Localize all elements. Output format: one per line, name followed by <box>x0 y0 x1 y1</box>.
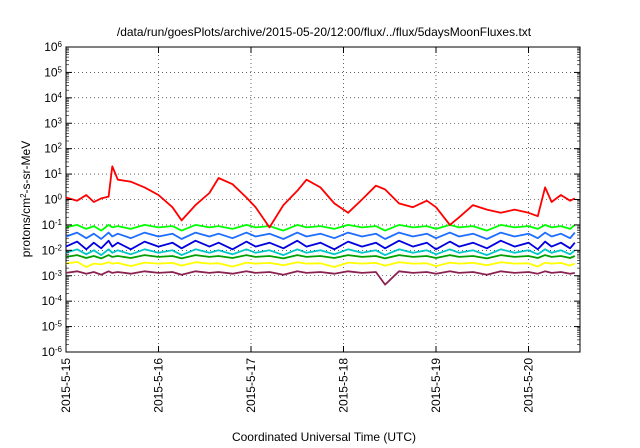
y-tick-base: 10 <box>42 345 56 359</box>
y-axis-label: protons/cm2-s-sr-MeV <box>19 141 34 257</box>
y-tick-label: 101 <box>44 167 62 182</box>
y-tick-base: 10 <box>44 65 58 79</box>
y-tick-base: 10 <box>42 243 56 257</box>
y-label-exponent: 2 <box>19 193 28 198</box>
y-tick-base: 10 <box>44 91 58 105</box>
y-tick-label: 10-2 <box>42 243 63 257</box>
series-line <box>65 270 575 286</box>
series-line <box>65 248 576 257</box>
x-tick-label: 2015-5-16 <box>152 358 166 413</box>
series-line <box>65 165 576 229</box>
y-tick-exponent: 0 <box>58 192 63 201</box>
y-tick-base: 10 <box>42 294 56 308</box>
y-tick-base: 10 <box>44 167 58 181</box>
y-label-units: -s-sr-MeV <box>19 141 33 194</box>
y-tick-exponent: -3 <box>55 268 63 277</box>
y-axis-ticks: 10-610-510-410-310-210-11001011021031041… <box>42 40 580 360</box>
y-label-main: protons/cm <box>19 198 33 257</box>
gridlines <box>66 47 580 352</box>
series-line <box>65 260 576 268</box>
series-line <box>65 231 576 240</box>
x-tick-label: 2015-5-19 <box>429 358 443 413</box>
x-axis-label: Coordinated Universal Time (UTC) <box>232 430 416 444</box>
x-tick-label: 2015-5-18 <box>337 358 351 413</box>
y-tick-label: 103 <box>44 116 62 131</box>
x-tick-label: 2015-5-17 <box>244 358 258 413</box>
data-series <box>65 165 576 286</box>
y-tick-exponent: 4 <box>58 90 63 99</box>
series-line <box>65 254 576 260</box>
y-tick-exponent: 6 <box>58 40 63 49</box>
y-tick-exponent: -5 <box>55 319 63 328</box>
y-tick-label: 10-6 <box>42 345 63 360</box>
y-tick-base: 10 <box>42 269 56 283</box>
y-tick-label: 106 <box>44 40 62 55</box>
y-tick-exponent: -6 <box>55 345 63 354</box>
y-tick-label: 100 <box>44 192 62 207</box>
y-tick-base: 10 <box>44 40 58 54</box>
y-tick-label: 10-4 <box>42 294 63 309</box>
y-tick-label: 105 <box>44 65 62 80</box>
y-tick-exponent: -4 <box>55 294 63 303</box>
y-tick-base: 10 <box>42 320 56 334</box>
y-tick-label: 10-1 <box>42 217 63 232</box>
y-tick-base: 10 <box>44 142 58 156</box>
y-tick-base: 10 <box>42 218 56 232</box>
y-tick-exponent: 1 <box>58 167 63 176</box>
series-line <box>65 239 576 251</box>
y-tick-exponent: 3 <box>58 116 63 125</box>
x-tick-label: 2015-5-15 <box>59 358 73 413</box>
y-tick-exponent: 5 <box>58 65 63 74</box>
y-tick-exponent: -1 <box>55 217 63 226</box>
y-tick-base: 10 <box>44 116 58 130</box>
y-tick-base: 10 <box>44 193 58 207</box>
y-tick-label: 10-5 <box>42 319 63 334</box>
x-tick-label: 2015-5-20 <box>522 358 536 413</box>
y-tick-label: 10-3 <box>42 268 63 283</box>
y-tick-label: 102 <box>44 141 62 156</box>
y-tick-label: 104 <box>44 90 62 105</box>
chart-title: /data/run/goesPlots/archive/2015-05-20/1… <box>117 25 532 39</box>
series-line <box>65 223 576 232</box>
y-tick-exponent: 2 <box>58 141 63 150</box>
x-axis-ticks: 2015-5-15 2015-5-16 2015-5-17 2015-5-18 2015… <box>59 47 536 413</box>
y-tick-exponent: -2 <box>55 243 63 252</box>
